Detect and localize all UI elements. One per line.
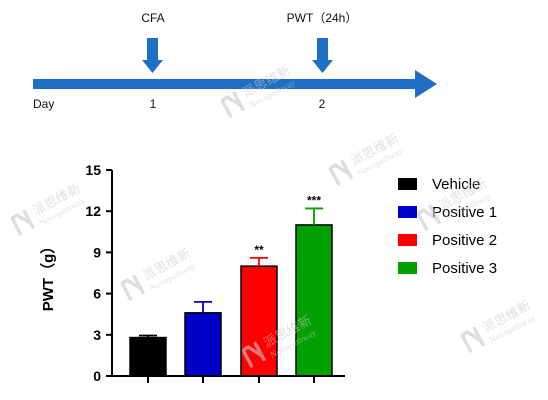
down-arrow-icon (312, 38, 333, 73)
watermark-logo-icon (416, 204, 442, 231)
legend-swatch (398, 234, 417, 246)
timeline-event-label: CFA (141, 11, 164, 25)
y-tick-label: 6 (93, 286, 101, 302)
bars-layer (129, 224, 333, 377)
error-bar (250, 256, 268, 267)
error-bars-layer (139, 207, 323, 338)
legend-label: Positive 3 (432, 260, 497, 277)
legend-swatch (398, 206, 417, 218)
legend-label: Positive 1 (432, 204, 497, 221)
timeline-event-label: PWT（24h） (287, 11, 358, 25)
timeline-start-label: Day (33, 97, 54, 111)
significance-layer: ***** (254, 193, 321, 256)
x-ticks-layer (147, 376, 315, 383)
timeline-arrow-shaft (33, 79, 418, 89)
significance-label: *** (307, 193, 321, 207)
legend-item: Positive 1 (398, 204, 497, 221)
timeline-event-cfa: CFA 1 (141, 11, 164, 111)
watermark-logo-icon (120, 274, 146, 301)
timeline-day-label: 2 (319, 97, 326, 111)
legend-swatch (398, 262, 417, 274)
legend-label: Vehicle (432, 176, 480, 193)
y-tick-label: 15 (85, 162, 101, 178)
watermark-logo-icon (328, 159, 354, 186)
legend-swatch (398, 178, 417, 190)
down-arrow-icon (142, 38, 163, 73)
timeline-arrow-head (415, 70, 437, 98)
legend: Vehicle Positive 1 Positive 2 Positive 3 (398, 176, 497, 277)
legend-item: Vehicle (398, 176, 480, 193)
significance-label: ** (254, 243, 264, 257)
error-bar (305, 207, 323, 225)
timeline: Day CFA 1 PWT（24h） 2 (33, 11, 437, 111)
y-tick-label: 3 (93, 327, 101, 343)
y-ticks-layer: 0 3 6 9 12 15 (85, 162, 112, 384)
legend-label: Positive 2 (432, 232, 497, 249)
watermark-logo-icon (10, 209, 36, 236)
watermark-logo-icon (460, 326, 486, 353)
watermark-logo-icon (220, 91, 246, 118)
y-tick-label: 12 (85, 203, 101, 219)
legend-item: Positive 2 (398, 232, 497, 249)
y-tick-label: 9 (93, 244, 101, 260)
error-bar (139, 334, 157, 338)
bar (295, 224, 333, 377)
error-bar (194, 300, 212, 313)
bar (184, 312, 222, 377)
legend-item: Positive 3 (398, 260, 497, 277)
watermark-logo-icon (241, 341, 267, 368)
bar (129, 336, 167, 377)
y-axis-label: PWT（g） (39, 239, 57, 312)
timeline-day-label: 1 (150, 97, 157, 111)
timeline-event-pwt: PWT（24h） 2 (287, 11, 358, 111)
y-tick-label: 0 (93, 368, 101, 384)
